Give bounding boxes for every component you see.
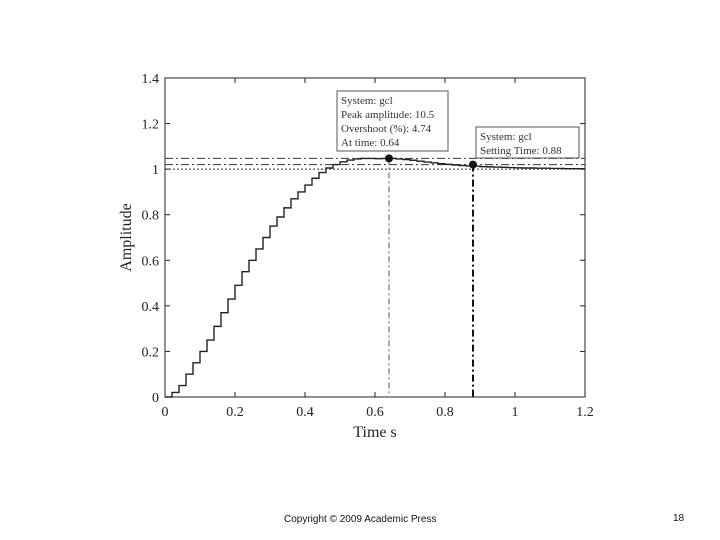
annotation-line: Setting Time: 0.88 <box>480 145 562 157</box>
x-tick-label: 0.4 <box>296 405 314 420</box>
annotation-line: Peak amplitude: 10.5 <box>341 109 435 121</box>
x-tick-label: 0.2 <box>226 405 244 420</box>
y-tick-label: 0.8 <box>142 209 160 224</box>
x-tick-label: 0.6 <box>366 405 384 420</box>
peak-annotation-box <box>336 90 449 152</box>
settling-marker <box>469 160 477 169</box>
y-tick-label: 0 <box>152 391 159 406</box>
y-tick-label: 0.2 <box>142 345 160 360</box>
y-tick-label: 1 <box>152 163 159 178</box>
x-tick-label: 0 <box>162 405 169 420</box>
peak-marker <box>385 154 393 163</box>
x-tick-label: 1.2 <box>576 405 594 420</box>
y-tick-label: 0.4 <box>142 300 160 315</box>
step-response-series <box>165 157 585 398</box>
y-tick-label: 1.2 <box>142 118 160 133</box>
annotation-line: At time: 0.64 <box>341 137 400 149</box>
annotation-line: Overshoot (%): 4.74 <box>341 123 432 135</box>
copyright-text: Copyright © 2009 Academic Press <box>284 514 437 525</box>
y-tick-label: 1.4 <box>142 72 160 87</box>
y-tick-label: 0.6 <box>142 254 160 269</box>
x-tick-label: 1 <box>512 405 519 420</box>
settling-annotation-box <box>475 126 580 159</box>
page-number: 18 <box>673 513 685 524</box>
annotation-line: System: gcl <box>341 95 393 107</box>
y-axis-label: Amplitude <box>118 203 135 271</box>
x-tick-label: 0.8 <box>436 405 454 420</box>
x-axis-label: Time s <box>353 424 396 441</box>
annotation-line: System: gcl <box>480 131 532 143</box>
